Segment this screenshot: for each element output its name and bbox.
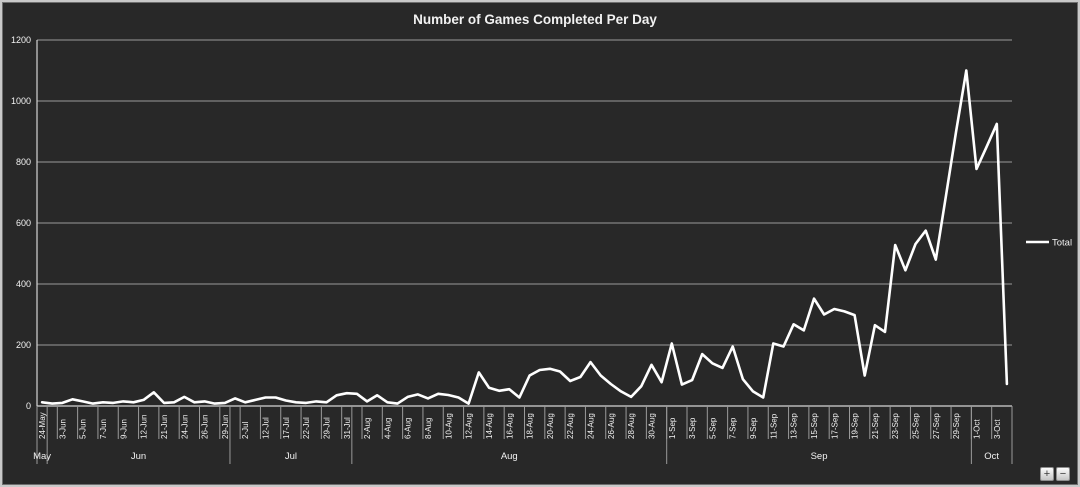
zoom-controls: + − (1040, 467, 1070, 481)
x-axis-date-label: 23-Sep (891, 413, 900, 439)
x-axis-date-label: 29-Jul (322, 417, 331, 439)
x-axis-date-label: 27-Sep (932, 413, 941, 439)
x-axis-date-label: 22-Aug (566, 413, 575, 439)
x-axis-date-label: 6-Aug (404, 418, 413, 439)
y-axis-tick-label: 600 (16, 218, 31, 228)
month-label: Jun (131, 451, 146, 462)
legend-label: Total (1052, 238, 1072, 249)
y-axis-tick-label: 200 (16, 340, 31, 350)
x-axis-date-label: 28-Aug (627, 413, 636, 439)
y-axis-tick-label: 1000 (11, 96, 31, 106)
x-axis-date-label: 9-Sep (749, 417, 758, 439)
x-axis-date-label: 2-Jul (241, 421, 250, 439)
x-axis-date-label: 2-Aug (363, 418, 372, 439)
x-axis-date-label: 3-Oct (993, 419, 1002, 439)
x-axis-date-label: 26-Aug (607, 413, 616, 439)
x-axis-date-label: 5-Jun (79, 419, 88, 439)
y-axis-tick-label: 400 (16, 279, 31, 289)
y-axis-tick-label: 800 (16, 157, 31, 167)
x-axis-date-label: 29-Sep (952, 413, 961, 439)
x-axis-date-label: 25-Sep (912, 413, 921, 439)
x-axis-date-label: 17-Sep (830, 413, 839, 439)
x-axis-date-label: 12-Aug (465, 413, 474, 439)
month-label: Jul (285, 451, 297, 462)
x-axis-date-label: 19-Sep (851, 413, 860, 439)
x-axis-date-label: 17-Jul (282, 417, 291, 439)
x-axis-date-label: 5-Sep (708, 417, 717, 439)
month-label: Oct (984, 451, 999, 462)
x-axis-date-label: 4-Aug (383, 418, 392, 439)
y-axis-tick-label: 1200 (11, 35, 31, 45)
x-axis-date-label: 18-Aug (526, 413, 535, 439)
month-label: Aug (501, 451, 518, 462)
x-axis-date-label: 21-Jun (160, 415, 169, 439)
x-axis-date-label: 7-Jun (99, 419, 108, 439)
x-axis-date-label: 7-Sep (729, 417, 738, 439)
x-axis-date-label: 15-Sep (810, 413, 819, 439)
x-axis-date-label: 29-Jun (221, 415, 230, 439)
x-axis-date-label: 9-Jun (119, 419, 128, 439)
x-axis-date-label: 11-Sep (769, 413, 778, 439)
x-axis-date-label: 3-Jun (58, 419, 67, 439)
x-axis-date-label: 3-Sep (688, 417, 697, 439)
x-axis-date-label: 8-Aug (424, 418, 433, 439)
x-axis-date-label: 1-Sep (668, 417, 677, 439)
x-axis-date-label: 16-Aug (505, 413, 514, 439)
plot-layer: 0 200 400 600 800 1000 1200 24-May 3-Jun 5-Jun 7-J… (11, 35, 1013, 464)
x-axis-date-label: 24-Jun (180, 415, 189, 439)
x-axis-date-label: 24-May (38, 412, 47, 439)
x-axis-date-label: 10-Aug (444, 413, 453, 439)
x-axis-date-label: 12-Jun (140, 415, 149, 439)
x-axis-date-label: 24-Aug (587, 413, 596, 439)
month-label: May (33, 451, 51, 462)
x-axis-date-label: 26-Jun (201, 415, 210, 439)
x-axis-date-label: 21-Sep (871, 413, 880, 439)
x-axis-date-label: 31-Jul (343, 417, 352, 439)
x-axis-date-label: 13-Sep (790, 413, 799, 439)
zoom-out-button[interactable]: − (1056, 467, 1070, 481)
series-line-total (40, 69, 1009, 405)
legend[interactable]: Total (1026, 238, 1072, 249)
x-axis-date-label: 1-Oct (972, 419, 981, 439)
zoom-in-button[interactable]: + (1040, 467, 1054, 481)
x-axis-date-label: 30-Aug (647, 413, 656, 439)
chart-title: Number of Games Completed Per Day (413, 12, 657, 27)
y-axis-tick-label: 0 (26, 401, 31, 411)
month-label: Sep (811, 451, 828, 462)
x-axis-date-label: 20-Aug (546, 413, 555, 439)
x-axis-date-label: 14-Aug (485, 413, 494, 439)
x-axis-date-label: 12-Jul (262, 417, 271, 439)
x-axis-date-label: 22-Jul (302, 417, 311, 439)
